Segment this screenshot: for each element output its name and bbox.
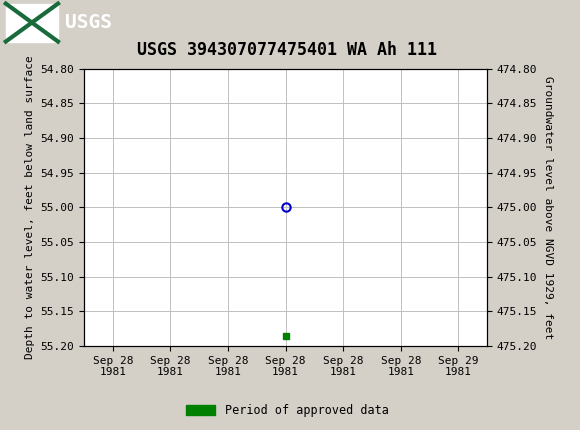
Y-axis label: Depth to water level, feet below land surface: Depth to water level, feet below land su… (25, 55, 35, 359)
Legend: Period of approved data: Period of approved data (181, 399, 393, 422)
Text: USGS 394307077475401 WA Ah 111: USGS 394307077475401 WA Ah 111 (137, 41, 437, 59)
Text: USGS: USGS (65, 13, 112, 32)
Y-axis label: Groundwater level above NGVD 1929, feet: Groundwater level above NGVD 1929, feet (543, 76, 553, 339)
Bar (6, 3, 58, 42)
